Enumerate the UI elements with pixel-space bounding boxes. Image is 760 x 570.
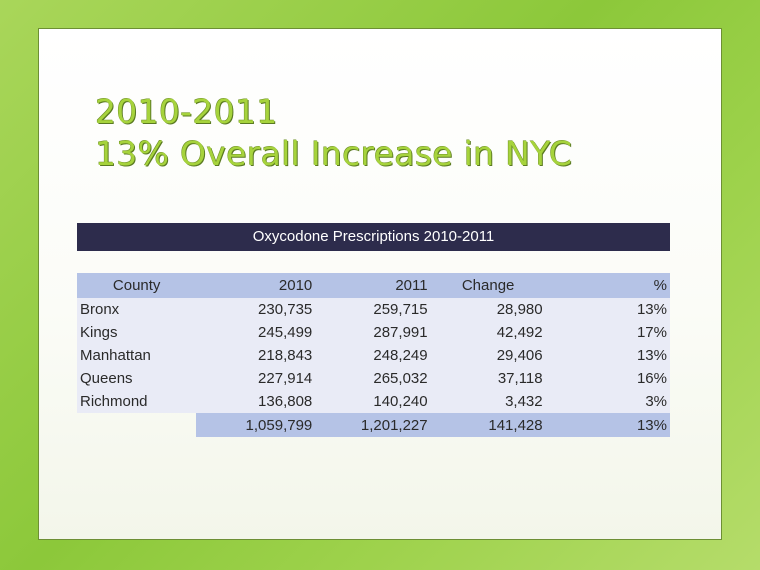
cell-county: Bronx xyxy=(77,298,197,321)
cell-percent: 16% xyxy=(545,367,670,390)
cell-county: Kings xyxy=(77,321,197,344)
cell-2011: 287,991 xyxy=(315,321,431,344)
slide: 2010-2011 13% Overall Increase in NYC Ox… xyxy=(38,28,722,540)
cell-change: 37,118 xyxy=(430,367,546,390)
cell-2011: 248,249 xyxy=(315,344,431,367)
title-line-1: 2010-2011 xyxy=(95,92,278,131)
cell-change: 42,492 xyxy=(430,321,546,344)
cell-2010: 227,914 xyxy=(196,367,316,390)
cell-percent: 13% xyxy=(545,344,670,367)
table-row: Richmond 136,808 140,240 3,432 3% xyxy=(77,390,670,413)
cell-change: 3,432 xyxy=(430,390,546,413)
cell-2010: 218,843 xyxy=(196,344,316,367)
total-label-cell xyxy=(77,413,196,437)
table-header-row: County 2010 2011 Change % xyxy=(77,273,670,298)
cell-percent: 17% xyxy=(545,321,670,344)
table-row: Kings 245,499 287,991 42,492 17% xyxy=(77,321,670,344)
total-2010: 1,059,799 xyxy=(196,413,316,437)
column-header-percent: % xyxy=(545,273,670,298)
column-header-county: County xyxy=(77,273,197,298)
cell-2010: 230,735 xyxy=(196,298,316,321)
table-row: Bronx 230,735 259,715 28,980 13% xyxy=(77,298,670,321)
cell-county: Queens xyxy=(77,367,197,390)
cell-2010: 136,808 xyxy=(196,390,316,413)
cell-change: 28,980 xyxy=(430,298,546,321)
cell-2010: 245,499 xyxy=(196,321,316,344)
column-header-2011: 2011 xyxy=(315,273,431,298)
table-row: Manhattan 218,843 248,249 29,406 13% xyxy=(77,344,670,367)
cell-county: Richmond xyxy=(77,390,197,413)
prescriptions-table: County 2010 2011 Change % Bronx 230,735 … xyxy=(77,273,670,437)
slide-title: 2010-2011 13% Overall Increase in NYC xyxy=(95,91,572,175)
total-row: 1,059,799 1,201,227 141,428 13% xyxy=(77,413,670,437)
cell-2011: 140,240 xyxy=(315,390,431,413)
table-row: Queens 227,914 265,032 37,118 16% xyxy=(77,367,670,390)
table-caption: Oxycodone Prescriptions 2010-2011 xyxy=(77,223,670,251)
title-line-2: 13% Overall Increase in NYC xyxy=(95,134,573,173)
cell-percent: 3% xyxy=(545,390,670,413)
cell-2011: 265,032 xyxy=(315,367,431,390)
cell-county: Manhattan xyxy=(77,344,197,367)
cell-change: 29,406 xyxy=(430,344,546,367)
total-2011: 1,201,227 xyxy=(315,413,431,437)
column-header-change: Change xyxy=(430,273,546,298)
total-change: 141,428 xyxy=(430,413,546,437)
column-header-2010: 2010 xyxy=(196,273,316,298)
cell-2011: 259,715 xyxy=(315,298,431,321)
cell-percent: 13% xyxy=(545,298,670,321)
total-percent: 13% xyxy=(545,413,670,437)
